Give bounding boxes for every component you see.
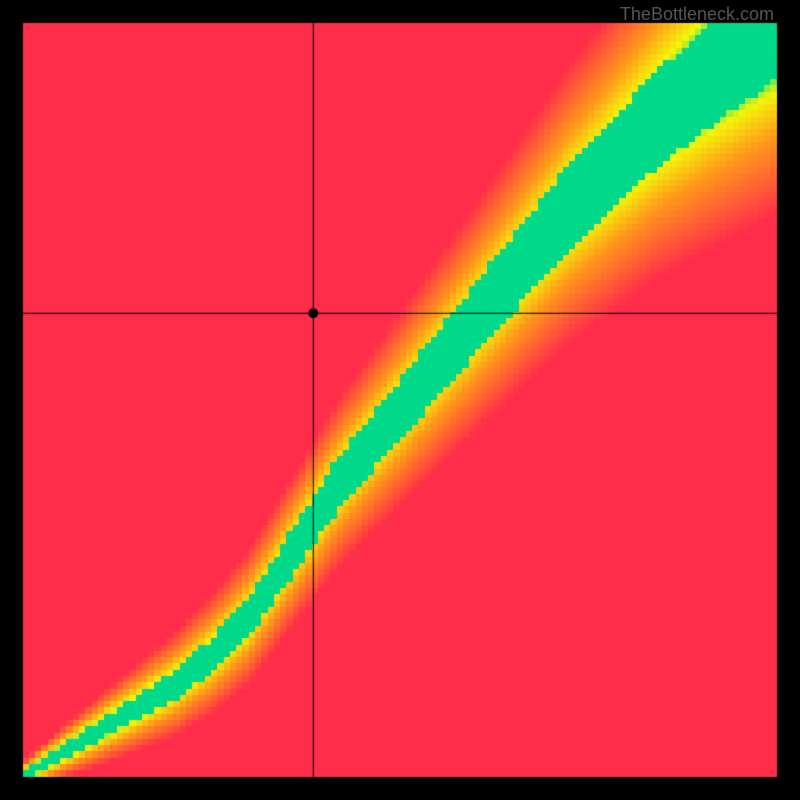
chart-container: TheBottleneck.com bbox=[0, 0, 800, 800]
watermark-text: TheBottleneck.com bbox=[620, 4, 774, 25]
bottleneck-heatmap bbox=[0, 0, 800, 800]
